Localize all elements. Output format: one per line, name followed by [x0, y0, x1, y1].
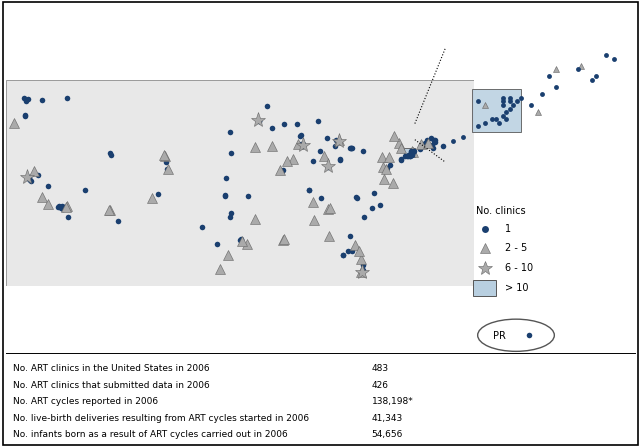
Text: 1: 1	[504, 224, 511, 234]
Text: No. ART clinics that submitted data in 2006: No. ART clinics that submitted data in 2…	[13, 381, 210, 390]
Ellipse shape	[478, 319, 554, 351]
Text: PR: PR	[493, 331, 506, 341]
Text: 138,198*: 138,198*	[372, 397, 413, 406]
Text: No. infants born as a result of ART cycles carried out in 2006: No. infants born as a result of ART cycl…	[13, 430, 288, 439]
Text: 54,656: 54,656	[372, 430, 403, 439]
Bar	[472, 89, 520, 132]
Text: No. clinics: No. clinics	[476, 206, 526, 216]
Text: > 10: > 10	[504, 283, 528, 293]
Bar	[473, 280, 496, 295]
Text: 483: 483	[372, 364, 389, 373]
Text: No. ART clinics in the United States in 2006: No. ART clinics in the United States in …	[13, 364, 210, 373]
Bar	[404, 148, 415, 157]
Text: 426: 426	[372, 381, 389, 390]
Text: No. ART cycles reported in 2006: No. ART cycles reported in 2006	[13, 397, 158, 406]
Text: No. live-birth deliveries resulting from ART cycles started in 2006: No. live-birth deliveries resulting from…	[13, 414, 309, 423]
Polygon shape	[6, 80, 474, 287]
Text: 41,343: 41,343	[372, 414, 403, 423]
Text: 2 - 5: 2 - 5	[504, 243, 527, 253]
Text: 6 - 10: 6 - 10	[504, 263, 533, 273]
